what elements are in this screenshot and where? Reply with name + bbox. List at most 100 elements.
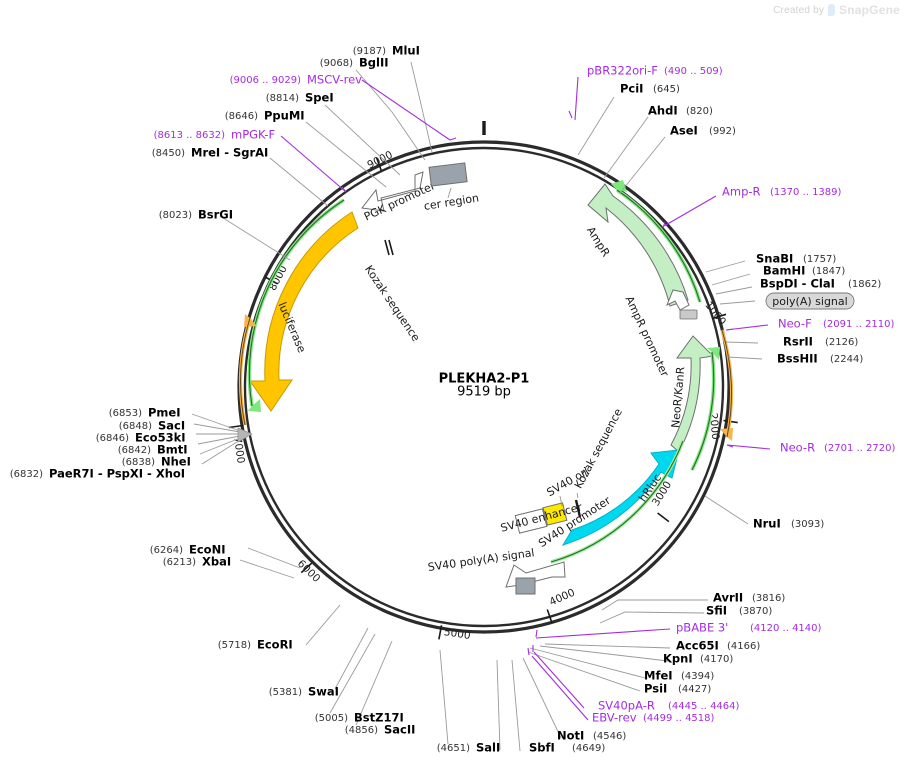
- enzyme-position: (4856): [345, 725, 378, 736]
- enzyme-name: PciI: [620, 82, 643, 96]
- primer-name: pBR322ori-F: [587, 64, 658, 78]
- primer-range: (2701 .. 2720): [824, 443, 896, 454]
- enzyme-name: BspDI - ClaI: [760, 277, 835, 291]
- enzyme-position: (6838): [122, 457, 155, 468]
- enzyme-name: PaeR7I - PspXI - XhoI: [49, 467, 185, 481]
- enzyme-position: (8814): [266, 93, 299, 104]
- enzyme-position: (8646): [225, 111, 258, 122]
- feature-label-neor-kanr: NeoR/KanR: [669, 366, 687, 429]
- enzyme-name: MfeI: [644, 669, 673, 683]
- enzyme-position: (6213): [163, 557, 196, 568]
- enzyme-position: (4649): [572, 743, 605, 754]
- primer-range: (490 .. 509): [664, 66, 723, 77]
- enzyme-position: (1847): [812, 266, 845, 277]
- primer-name: Amp-R: [722, 185, 761, 199]
- enzyme-position: (8023): [159, 210, 192, 221]
- enzyme-position: (9068): [320, 58, 353, 69]
- enzyme-position: (3870): [739, 606, 772, 617]
- feature-arc-orange-left: [239, 314, 257, 426]
- primer-name: Neo-F: [778, 317, 812, 331]
- enzyme-name: Acc65I: [676, 639, 719, 653]
- enzyme-name: SbfI: [529, 741, 555, 755]
- primer-range: (2091 .. 2110): [823, 319, 895, 330]
- enzyme-name: SacI: [158, 419, 185, 433]
- enzyme-position: (6853): [109, 408, 142, 419]
- watermark-brand: SnapGene: [839, 3, 900, 17]
- feature-ampr-promoter: AmpR promoter: [623, 289, 690, 379]
- enzyme-position: (1757): [803, 254, 836, 265]
- enzyme-name: MreI - SgrAI: [191, 146, 268, 160]
- primer-name: SV40pA-R: [598, 699, 655, 713]
- plasmid-size: 9519 bp: [457, 385, 511, 400]
- enzyme-position: (8450): [152, 148, 185, 159]
- enzyme-name: PmeI: [148, 406, 181, 420]
- enzyme-name: SfiI: [706, 604, 727, 618]
- feature-pgk-promoter: PGK promoter: [361, 171, 438, 223]
- tick-label: 5000: [443, 626, 471, 642]
- enzyme-name: NheI: [161, 455, 191, 469]
- enzyme-position: (645): [653, 84, 680, 95]
- enzyme-position: (6832): [10, 469, 43, 480]
- primer-range: (4499 .. 4518): [643, 713, 715, 724]
- tick-label: 4000: [548, 587, 577, 609]
- enzyme-name: SnaBI: [756, 252, 793, 266]
- primer-name: EBV-rev: [592, 711, 637, 725]
- enzyme-name: SalI: [476, 741, 500, 755]
- polya-signal-callout: poly(A) signal: [765, 292, 855, 310]
- enzyme-name: MluI: [392, 44, 420, 58]
- snapgene-logo-icon: [828, 4, 836, 16]
- enzyme-name: BssHII: [777, 352, 818, 366]
- enzyme-position: (3816): [752, 593, 785, 604]
- enzyme-name: NruI: [753, 517, 781, 531]
- enzyme-name: SpeI: [305, 91, 334, 105]
- feature-label-kozak-sequence-left: Kozak sequence: [362, 263, 423, 344]
- enzyme-name: SacII: [384, 723, 415, 737]
- feature-label-ampr-promoter: AmpR promoter: [623, 294, 672, 379]
- enzyme-name: BmtI: [157, 443, 188, 457]
- feature-arc-orange-right: [720, 329, 734, 441]
- primer-range: (4120 .. 4140): [750, 623, 822, 634]
- enzyme-name: BsrGI: [198, 208, 233, 222]
- enzyme-name: NotI: [557, 729, 584, 743]
- primer-name: Neo-R: [780, 441, 815, 455]
- primer-range: (9006 .. 9029): [230, 75, 302, 86]
- enzyme-position: (3093): [791, 519, 824, 530]
- feature-kozak-sequence-left: Kozak sequence: [362, 239, 423, 344]
- enzyme-name: PpuMI: [264, 109, 305, 123]
- feature-neor-kanr: NeoR/KanR: [669, 335, 720, 471]
- enzyme-position: (4427): [678, 684, 711, 695]
- enzyme-position: (4546): [593, 731, 626, 742]
- enzyme-position: (4651): [437, 743, 470, 754]
- enzyme-position: (6264): [150, 545, 183, 556]
- feature-label-ampr: AmpR: [584, 224, 613, 259]
- enzyme-position: (6846): [96, 433, 129, 444]
- enzyme-name: AvrII: [713, 591, 743, 605]
- feature-label-cer-region: cer region: [423, 191, 480, 213]
- enzyme-name: RsrII: [783, 335, 813, 349]
- enzyme-position: (4166): [727, 641, 760, 652]
- enzyme-name: KpnI: [663, 652, 693, 666]
- enzyme-name: AseI: [670, 124, 698, 138]
- feature-polya-signal: [679, 309, 698, 320]
- enzyme-position: (6842): [118, 445, 151, 456]
- enzyme-name: XbaI: [202, 555, 231, 569]
- snapgene-watermark: Created by SnapGene: [773, 3, 900, 17]
- primer-range: (8613 .. 8632): [154, 130, 226, 141]
- plasmid-name: PLEKHA2-P1: [439, 372, 530, 387]
- enzyme-name: BstZ17I: [354, 711, 404, 725]
- primer-name: pBABE 3': [676, 621, 728, 635]
- enzyme-position: (2126): [825, 337, 858, 348]
- enzyme-name: Eco53kI: [135, 431, 186, 445]
- feature-luciferase: luciferase: [247, 198, 359, 412]
- enzyme-position: (4394): [681, 671, 714, 682]
- enzyme-name: EcoRI: [257, 638, 293, 652]
- enzyme-name: EcoNI: [189, 543, 225, 557]
- enzyme-position: (5381): [269, 687, 302, 698]
- enzyme-name: AhdI: [648, 104, 678, 118]
- enzyme-labels: (9187) MluI (9068) BglII (9006 .. 9029) …: [10, 44, 882, 755]
- enzyme-position: (1862): [848, 279, 881, 290]
- primer-name: mPGK-F: [231, 128, 275, 142]
- primer-range: (1370 .. 1389): [770, 187, 842, 198]
- primer-labels: pBR322ori-F (490 .. 509) Amp-R (1370 .. …: [587, 64, 896, 725]
